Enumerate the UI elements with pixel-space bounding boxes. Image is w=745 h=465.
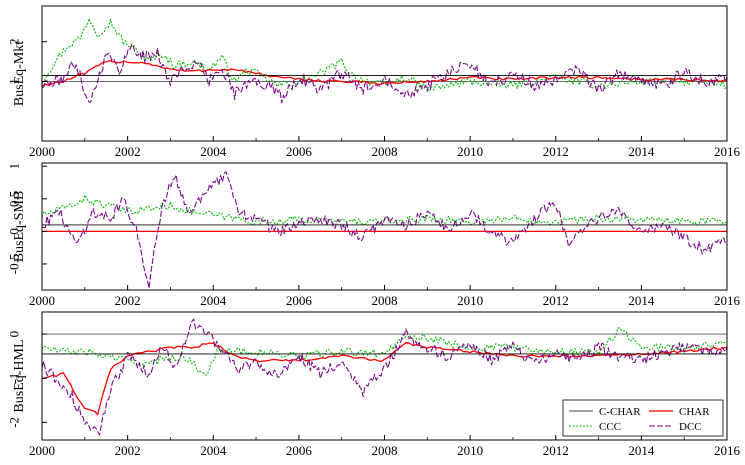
legend-box xyxy=(562,399,724,437)
x-tick-label: 2002 xyxy=(115,144,141,159)
x-tick-label: 2004 xyxy=(200,293,227,308)
y-tick-label: 1 xyxy=(7,78,22,85)
x-tick-label: 2006 xyxy=(286,293,313,308)
x-tick-label: 2014 xyxy=(628,293,655,308)
x-tick-label: 2000 xyxy=(29,293,55,308)
y-tick-label: -2 xyxy=(7,417,22,428)
series-dcc xyxy=(42,318,727,436)
y-tick-label: 0.5 xyxy=(7,191,22,207)
x-tick-label: 2014 xyxy=(628,144,655,159)
x-tick-label: 2004 xyxy=(200,443,227,458)
x-tick-label: 2006 xyxy=(286,443,313,458)
x-tick-label: 2004 xyxy=(200,144,227,159)
x-tick-label: 2008 xyxy=(372,443,398,458)
x-tick-label: 2006 xyxy=(286,144,313,159)
y-tick-label: -0.5 xyxy=(7,254,22,275)
legend: C-CHAR CHAR CCC DCC xyxy=(562,399,724,437)
x-tick-label: 2002 xyxy=(115,293,141,308)
panel-buseq-mkt: 2000 2002 2004 2006 2008 2010 2012 2014 2016 2 1Bu… xyxy=(7,5,741,159)
x-tick-label: 2012 xyxy=(543,144,569,159)
x-tick-label: 2012 xyxy=(543,293,569,308)
x-tick-label: 2008 xyxy=(372,144,398,159)
y-axis-label: BusEq-HML xyxy=(12,339,27,412)
x-tick-label: 2010 xyxy=(457,144,483,159)
x-tick-label: 2016 xyxy=(714,443,741,458)
x-tick-label: 2016 xyxy=(714,293,741,308)
series-char xyxy=(42,59,727,87)
legend-label-c-char: C-CHAR xyxy=(599,406,641,418)
x-tick-label: 2010 xyxy=(457,443,483,458)
panel-buseq-hml: 2000 2002 2004 2006 2008 2010 2012 2014 2016 0 -1 -… xyxy=(7,311,741,458)
series-dcc xyxy=(42,171,727,289)
x-tick-label: 2000 xyxy=(29,144,55,159)
y-tick-label: 2 xyxy=(7,38,22,45)
y-tick-label: 0 xyxy=(7,331,22,338)
x-tick-label: 2000 xyxy=(29,443,55,458)
y-axis-label: BusEq-SMB xyxy=(12,191,27,263)
series-dcc xyxy=(42,43,727,104)
x-tick-label: 2002 xyxy=(115,443,141,458)
y-axis-label: BusEq-Mkt xyxy=(12,41,27,106)
series-char xyxy=(42,342,727,416)
x-tick-label: 2008 xyxy=(372,293,398,308)
y-tick-label: -1 xyxy=(7,373,22,384)
x-tick-label: 2016 xyxy=(714,144,741,159)
x-tick-label: 2010 xyxy=(457,293,483,308)
x-tick-label: 2014 xyxy=(628,443,655,458)
y-tick-label: 0 xyxy=(7,228,22,235)
legend-label-ccc: CCC xyxy=(599,421,621,433)
legend-label-char: CHAR xyxy=(679,406,710,418)
panel-buseq-smb: 2000 2002 2004 2006 2008 2010 2012 2014 2016 1 0.5… xyxy=(7,162,741,308)
legend-label-dcc: DCC xyxy=(679,421,702,433)
y-tick-label: 1 xyxy=(7,163,22,170)
series-ccc xyxy=(42,18,727,92)
x-tick-label: 2012 xyxy=(543,443,569,458)
